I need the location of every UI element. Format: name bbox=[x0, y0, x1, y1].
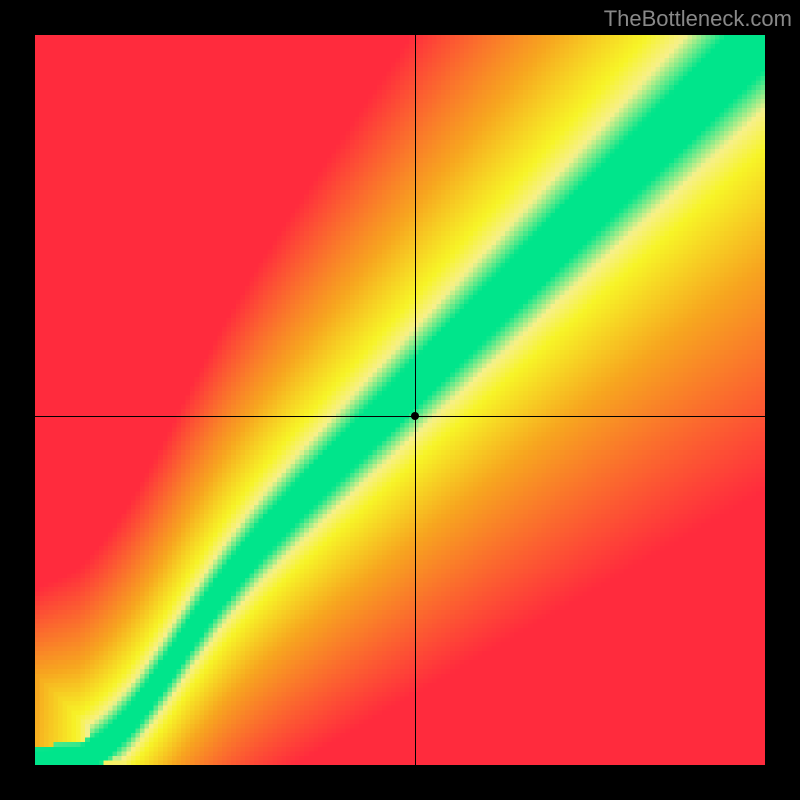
heatmap-plot bbox=[35, 35, 765, 765]
crosshair-marker bbox=[411, 412, 419, 420]
heatmap-canvas bbox=[35, 35, 765, 765]
crosshair-horizontal bbox=[35, 416, 765, 417]
crosshair-vertical bbox=[415, 35, 416, 765]
chart-container: TheBottleneck.com bbox=[0, 0, 800, 800]
attribution-text: TheBottleneck.com bbox=[604, 6, 792, 32]
